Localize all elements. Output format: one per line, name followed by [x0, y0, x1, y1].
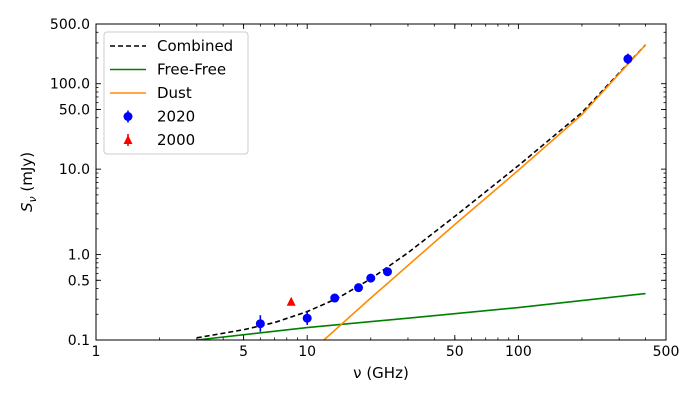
y-tick-label: 500.0: [50, 17, 90, 33]
data-point-2020: [366, 273, 376, 283]
data-point-2020: [302, 313, 312, 323]
y-axis-label-subscript: ν: [26, 196, 39, 202]
y-axis-label-unit: (mJy): [18, 152, 36, 196]
series-line-free-free: [196, 292, 646, 340]
y-tick-label: 0.5: [68, 273, 90, 289]
data-point-2020: [623, 54, 633, 64]
y-tick-label: 100.0: [50, 77, 90, 93]
legend-marker-2020: [123, 112, 133, 121]
legend-label-dust: Dust: [157, 84, 192, 102]
y-tick-label: 1.0: [68, 248, 90, 264]
legend: Combined Free-Free Dust 2020 2000: [103, 31, 249, 155]
y-tick-label: 10.0: [59, 162, 90, 178]
data-point-2020: [255, 319, 265, 329]
y-tick-label: 50.0: [59, 102, 90, 118]
x-axis-label: ν (GHz): [353, 364, 409, 382]
x-tick-label: 10: [298, 344, 316, 360]
series-line-dust: [323, 44, 647, 340]
data-point-2020: [330, 293, 340, 303]
series-line-combined: [196, 44, 647, 339]
legend-label-combined: Combined: [157, 37, 233, 55]
data-points: [255, 53, 633, 332]
y-tick-label: 0.1: [68, 333, 90, 349]
x-tick-label: 50: [446, 344, 464, 360]
plot-area: [196, 44, 647, 340]
data-point-2020: [382, 267, 392, 277]
data-point-2020: [354, 283, 364, 293]
legend-label-2000: 2000: [157, 131, 195, 149]
x-tick-label: 1: [92, 344, 101, 360]
y-axis: 0.1 0.5 1.0 10.0 50.0 100.0 500.0: [50, 17, 666, 349]
data-point-2000: [286, 296, 296, 306]
x-axis: 1 5 10 50 100 500: [92, 24, 680, 360]
legend-marker-2000: [123, 135, 133, 144]
x-tick-label: 5: [239, 344, 248, 360]
x-tick-label: 100: [505, 344, 532, 360]
x-tick-label: 500: [653, 344, 680, 360]
legend-box: [103, 31, 249, 155]
y-axis-label: Sν (mJy): [18, 152, 39, 212]
legend-label-2020: 2020: [157, 108, 195, 126]
y-axis-label-symbol: S: [18, 202, 36, 212]
legend-label-free-free: Free-Free: [157, 61, 226, 79]
